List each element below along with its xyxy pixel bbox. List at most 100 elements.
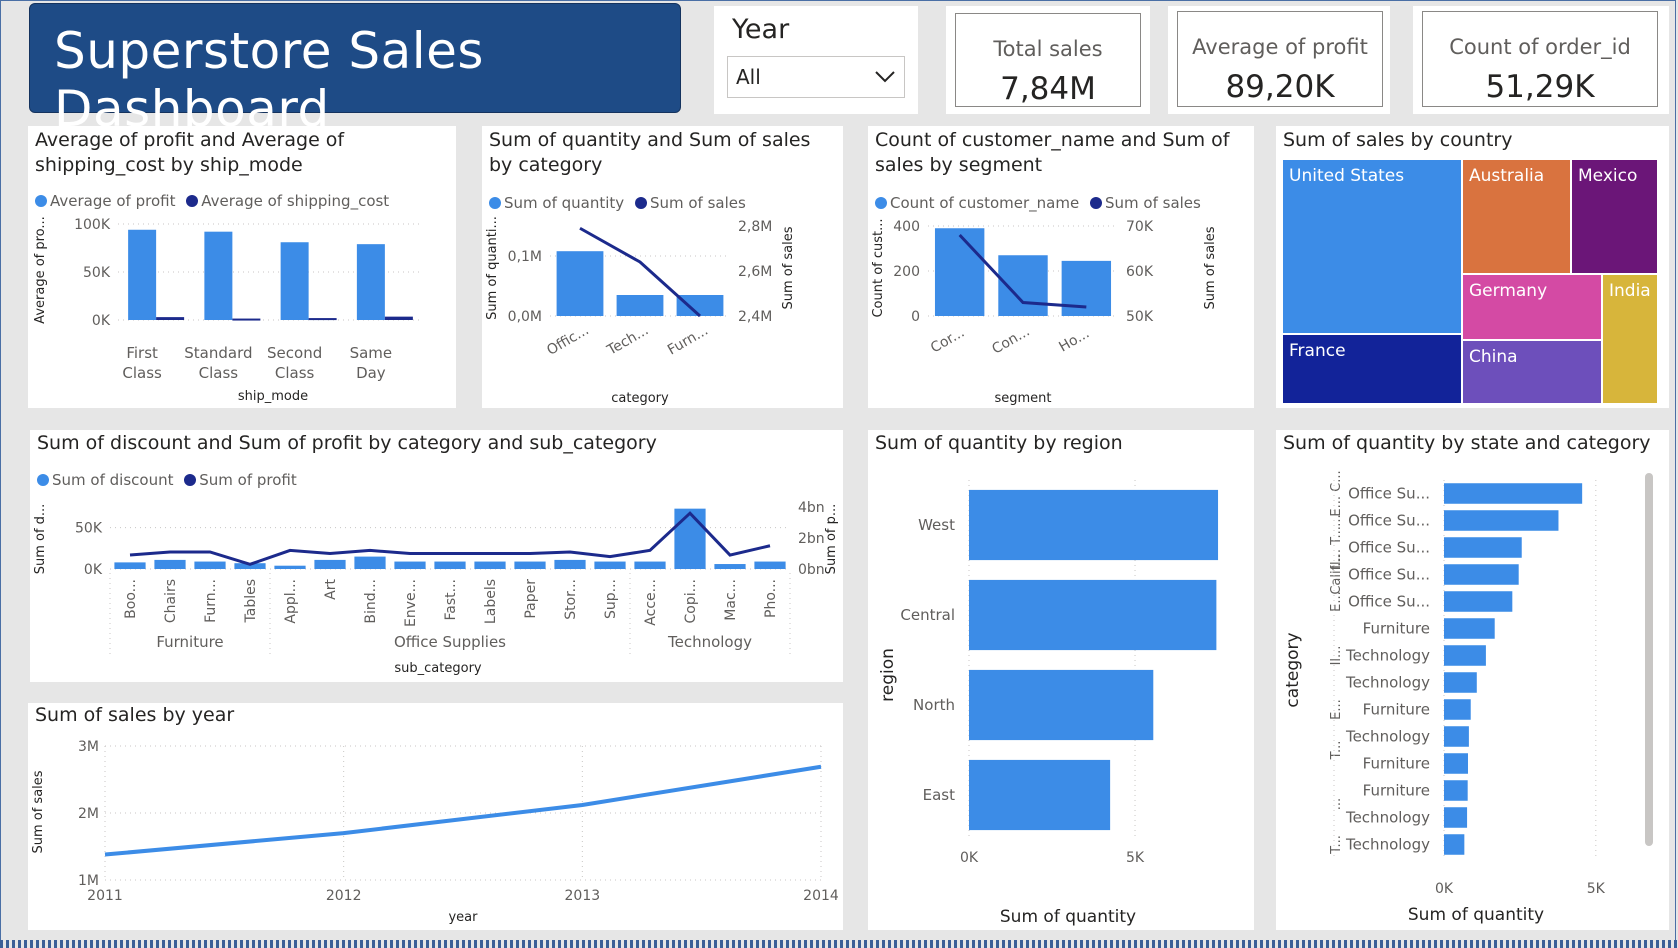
y-tick-label: 3M: [78, 739, 99, 755]
category-chart-svg: 0,1M 0,0M 2,8M 2,6M 2,4M Offic... Tech... Furn.…: [485, 216, 796, 406]
x-tick-label: 5K: [1587, 881, 1606, 897]
line-sum-of-sales: [579, 226, 702, 318]
group-label: Office Supplies: [394, 633, 506, 651]
bar-average-shipping-cost: [384, 316, 413, 320]
bar-sum-of-quantity: [1444, 834, 1465, 855]
bar-sum-of-quantity: [676, 295, 724, 316]
chart-scrollbar[interactable]: [1645, 473, 1653, 846]
x-tick-label: Same: [350, 344, 393, 362]
bar-sum-of-quantity: [1444, 537, 1522, 558]
legend-item: Sum of sales: [649, 194, 746, 212]
bar-sum-of-quantity: [616, 295, 664, 316]
x-tick-label: Standard: [184, 344, 252, 362]
x-tick-label: Paper: [523, 579, 539, 619]
bar-sum-of-quantity: [1444, 753, 1468, 774]
y-tick-label: 50K: [83, 265, 111, 281]
line-sum-of-sales: [104, 764, 822, 857]
treemap-label: Australia: [1469, 166, 1545, 186]
x-axis-title: segment: [994, 391, 1051, 406]
y2-tick-label: 2,8M: [738, 219, 772, 235]
x-tick-label: Acce...: [643, 579, 659, 626]
y-tick-label: 1M: [78, 873, 99, 889]
treemap-label: India: [1609, 281, 1651, 301]
bar-sum-of-discount: [514, 561, 546, 569]
x-tick-label: Tables: [243, 579, 259, 624]
treemap-label: Germany: [1469, 281, 1548, 301]
bar-sum-of-discount: [194, 561, 226, 569]
y-tick-label: Office Su...: [1348, 512, 1430, 530]
state-chart-svg: 0K 5K Office Su... Office Su... Office Su...…: [1283, 470, 1606, 925]
segment-chart-svg: 400 200 0 70K 60K 50K Cor... Con... Ho... segment…: [871, 218, 1218, 406]
y-tick-label: 0: [911, 309, 920, 325]
treemap-label: France: [1289, 341, 1346, 361]
card-value: 7,84M: [1000, 71, 1096, 107]
card-value: 89,20K: [1225, 69, 1335, 105]
y-tick-label: Office Su...: [1348, 593, 1430, 611]
bar-sum-of-discount: [234, 563, 266, 569]
treemap-cell-mexico[interactable]: Mexico: [1571, 159, 1658, 274]
subcategory-chart-svg: 50K 0K 4bn 2bn 0bn Boo... Chairs Furn... Tables A…: [33, 500, 839, 676]
legend-item: Sum of profit: [199, 471, 297, 489]
card-average-profit: Average of profit 89,20K: [1168, 6, 1390, 114]
y2-tick-label: 2,6M: [738, 264, 772, 280]
state-group-label: ...: [1329, 798, 1344, 810]
x-tick-label: Copi...: [683, 579, 699, 623]
bar-sum-of-quantity: [1444, 618, 1495, 639]
slicer-title: Year: [732, 14, 790, 45]
x-tick-label: 0K: [1435, 881, 1454, 897]
x-tick-label: Day: [356, 364, 386, 382]
y2-tick-label: 2,4M: [738, 309, 772, 325]
bar-sum-of-discount: [754, 561, 786, 569]
region-chart-title: Sum of quantity by region: [875, 432, 1123, 454]
shipmode-chart-svg: 100K 50K 0K First Class Standard Class Second Cl…: [33, 216, 423, 404]
treemap-cell-united-states[interactable]: United States: [1282, 159, 1462, 334]
bar-average-shipping-cost: [232, 318, 261, 321]
legend-dot: [35, 195, 47, 207]
legend-item: Sum of sales: [1105, 194, 1201, 212]
y-tick-label: North: [913, 696, 955, 714]
treemap-cell-germany[interactable]: Germany: [1462, 274, 1602, 340]
subcategory-chart-tile[interactable]: [30, 430, 843, 682]
state-group-label: T...: [1329, 741, 1344, 761]
y-tick-label: East: [923, 786, 955, 804]
bar-sum-of-discount: [434, 561, 466, 569]
y-tick-label: 400: [893, 219, 920, 235]
bar-count-of-customer-name: [1061, 260, 1112, 316]
x-axis-title: year: [448, 910, 478, 925]
treemap-cell-australia[interactable]: Australia: [1462, 159, 1571, 274]
card-total-sales: Total sales 7,84M: [946, 6, 1150, 114]
y-tick-label: 100K: [74, 217, 111, 233]
category-chart-tile[interactable]: [482, 126, 843, 408]
y2-tick-label: 60K: [1126, 264, 1154, 280]
year-dropdown[interactable]: All: [727, 56, 905, 98]
y-axis-title: Sum of d...: [33, 504, 48, 575]
treemap-cell-france[interactable]: France: [1282, 334, 1462, 404]
card-frame: Count of order_id 51,29K: [1422, 11, 1658, 107]
segment-chart-tile[interactable]: [868, 126, 1254, 408]
treemap-cell-india[interactable]: India: [1602, 274, 1658, 404]
x-tick-label: Labels: [483, 579, 499, 624]
x-tick-label: Boo...: [123, 579, 139, 619]
bar-count-of-customer-name: [934, 228, 985, 316]
y2-tick-label: 4bn: [798, 500, 825, 516]
year-line-chart-tile[interactable]: [28, 703, 843, 930]
card-frame: Average of profit 89,20K: [1177, 11, 1383, 107]
y2-tick-label: 50K: [1126, 309, 1154, 325]
y-tick-label: 0K: [92, 313, 111, 329]
legend-item: Average of shipping_cost: [201, 192, 390, 210]
legend-dot: [184, 474, 197, 486]
legend-item: Sum of discount: [52, 471, 174, 489]
y-tick-label: West: [918, 516, 955, 534]
bar-sum-of-discount: [154, 559, 186, 569]
x-tick-label: Appl...: [283, 579, 299, 624]
y2-axis-title: Sum of p...: [824, 504, 839, 575]
subcategory-legend: Sum of discount Sum of profit: [37, 471, 297, 489]
legend-item: Average of profit: [50, 192, 176, 210]
y-tick-label: Central: [900, 606, 955, 624]
legend-dot: [186, 195, 199, 207]
bar-sum-of-quantity: [969, 489, 1219, 561]
treemap-cell-china[interactable]: China: [1462, 340, 1602, 404]
x-tick-label: 2014: [803, 888, 839, 904]
bar-sum-of-quantity: [1444, 672, 1477, 693]
bar-sum-of-discount: [634, 561, 666, 569]
